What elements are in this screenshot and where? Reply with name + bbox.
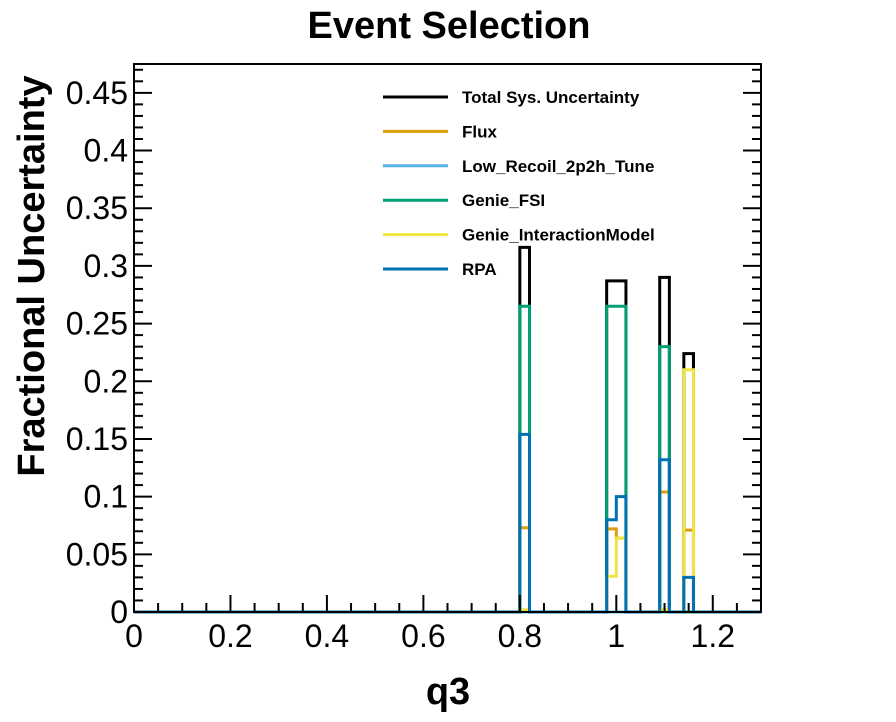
series-line-rpa (134, 432, 761, 614)
legend-label: RPA (462, 260, 497, 279)
y-tick-label: 0.05 (66, 536, 128, 572)
x-tick-label: 0.8 (498, 618, 542, 654)
y-axis-ticks: 0 0.05 0.1 0.15 0.2 0.25 0.3 0.35 0.4 0.45 (66, 68, 761, 630)
x-axis-label: q3 (426, 671, 470, 713)
legend-label: Flux (462, 122, 497, 141)
series-line-total-sys-uncertainty (134, 245, 761, 614)
plot-series-group (134, 245, 761, 614)
legend-label: Total Sys. Uncertainty (462, 88, 640, 107)
x-tick-label: 1 (607, 618, 625, 654)
y-axis-label: Fractional Uncertainty (11, 75, 53, 476)
y-tick-label: 0.1 (84, 479, 128, 515)
plot-frame (133, 63, 762, 613)
y-tick-label: 0.25 (66, 306, 128, 342)
chart-title: Event Selection (308, 5, 591, 47)
legend: Total Sys. Uncertainty Flux Low_Recoil_2p2… (383, 88, 655, 279)
y-tick-label: 0.45 (66, 75, 128, 111)
x-tick-label: 1.2 (691, 618, 735, 654)
x-tick-label: 0.2 (208, 618, 252, 654)
y-tick-label: 0.35 (66, 190, 128, 226)
y-tick-label: 0.3 (84, 248, 128, 284)
legend-label: Genie_InteractionModel (462, 226, 655, 245)
y-tick-label: 0.15 (66, 421, 128, 457)
x-tick-label: 0.6 (401, 618, 445, 654)
series-line-flux (134, 490, 761, 614)
legend-label: Genie_FSI (462, 191, 545, 210)
x-tick-label: 0 (125, 618, 143, 654)
y-tick-label: 0.2 (84, 363, 128, 399)
legend-label: Low_Recoil_2p2h_Tune (462, 157, 654, 176)
x-axis-ticks: 0 0.2 0.4 0.6 0.8 1 1.2 (125, 595, 762, 654)
x-tick-label: 0.4 (305, 618, 349, 654)
y-tick-label: 0 (110, 594, 128, 630)
y-tick-label: 0.4 (84, 133, 128, 169)
